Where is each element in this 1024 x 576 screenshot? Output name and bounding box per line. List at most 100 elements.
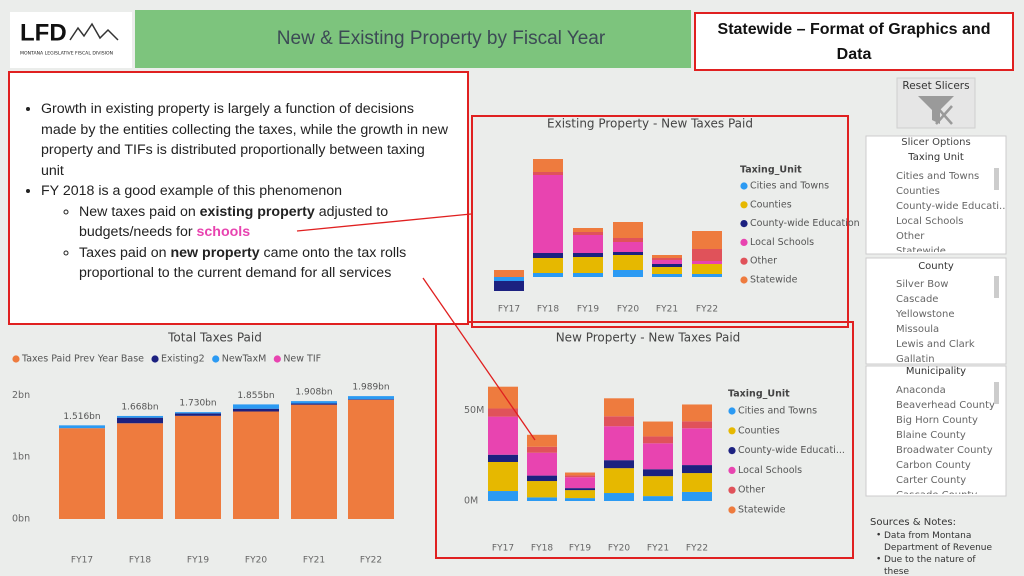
bar-segment — [604, 493, 634, 501]
scrollbar — [994, 168, 999, 190]
bullet: New taxes paid on existing property adju… — [79, 202, 449, 243]
bar-segment — [175, 412, 221, 414]
slicer-item: Statewide — [896, 246, 946, 257]
x-tick-label: FY17 — [498, 305, 520, 315]
legend-title: Taxing_Unit — [740, 165, 802, 176]
bar-segment — [604, 426, 634, 461]
slicer-items: Anaconda Beaverhead County Big Horn County… — [896, 385, 995, 494]
x-tick-label: FY22 — [696, 305, 718, 315]
bar-segment — [682, 473, 712, 492]
slicer-item: Silver Bow — [896, 279, 948, 290]
bar-segment — [488, 386, 518, 409]
bar-segment — [604, 468, 634, 494]
bar-segment — [573, 253, 603, 257]
chart-title: Existing Property - New Taxes Paid — [547, 117, 753, 131]
bar-segment — [348, 396, 394, 400]
bar-segment — [527, 497, 557, 501]
bullet-text: existing property — [199, 203, 315, 220]
legend-dot — [728, 447, 736, 455]
legend-label: NewTaxM — [222, 354, 267, 365]
slicer-item: County-wide Educati... — [896, 201, 1009, 212]
bar-segment — [604, 460, 634, 469]
bar-segment — [652, 260, 682, 264]
bar-segment — [604, 398, 634, 417]
bar-segment — [488, 491, 518, 501]
bar-segment — [488, 454, 518, 462]
x-tick-label: FY18 — [531, 544, 553, 554]
bar-segment — [613, 238, 643, 242]
bar-segment — [565, 490, 595, 499]
bar-segment — [682, 428, 712, 466]
source-item: Data from Montana Department of Revenue — [884, 531, 993, 553]
bar-segment — [643, 421, 673, 437]
bar-segment — [527, 446, 557, 453]
legend-dot — [740, 276, 748, 284]
y-tick-label: 0M — [464, 496, 478, 507]
scrollbar — [994, 382, 999, 404]
slicer-box — [865, 365, 1007, 497]
source-bullet: • — [876, 531, 881, 541]
bar-segment — [175, 415, 221, 519]
legend-dot — [728, 407, 736, 415]
legend-label: Other — [750, 256, 777, 267]
bar-segment — [652, 267, 682, 274]
logo-subtitle: MONTANA LEGISLATIVE FISCAL DIVISION — [20, 51, 113, 57]
slicer-item: Anaconda — [896, 385, 946, 396]
x-tick-label: FY19 — [569, 544, 591, 554]
y-tick-label: 1bn — [12, 452, 30, 463]
highlight-box — [471, 115, 849, 328]
x-tick-label: FY22 — [686, 544, 708, 554]
bar-segment — [233, 411, 279, 519]
chart-title: Total Taxes Paid — [167, 331, 262, 345]
bar-segment — [652, 255, 682, 258]
bar-segment — [527, 452, 557, 476]
bullet-text: Growth in existing property is largely a… — [41, 101, 448, 179]
legend-label: Cities and Towns — [750, 181, 829, 192]
x-tick-label: FY17 — [492, 544, 514, 554]
logo-box — [10, 12, 132, 68]
total-label: 1.989bn — [352, 383, 389, 393]
bar-segment — [533, 253, 563, 258]
legend-dot — [12, 355, 20, 363]
slicer-item: Beaverhead County — [896, 400, 995, 411]
bar-segment — [233, 404, 279, 409]
y-tick-label: 2bn — [12, 390, 30, 401]
bar-segment — [573, 228, 603, 232]
legend-label: Taxes Paid Prev Year Base — [21, 354, 144, 365]
legend-dot — [740, 220, 748, 228]
bullet: FY 2018 is a good example of this phenom… — [41, 181, 449, 202]
slicer-item: Broadwater County — [896, 445, 993, 456]
legend-label: Existing2 — [161, 354, 205, 365]
bar-segment — [652, 264, 682, 267]
total-label: 1.730bn — [179, 399, 216, 409]
x-tick-label: FY19 — [187, 556, 209, 566]
bar-segment — [692, 231, 722, 249]
slicer-item: Lewis and Clark — [896, 339, 975, 350]
bar-segment — [117, 417, 163, 424]
bar-segment — [488, 416, 518, 455]
slicer-box — [865, 257, 1007, 365]
legend-label: Statewide — [750, 275, 798, 286]
legend-dot — [740, 257, 748, 265]
x-tick-label: FY17 — [71, 556, 93, 566]
source-bullet: • — [876, 555, 881, 565]
reset-label[interactable]: Reset Slicers — [902, 80, 969, 92]
legend-label: Local Schools — [750, 237, 814, 248]
bar-segment — [643, 476, 673, 497]
bullet-text: came onto the tax rolls proportional to … — [79, 244, 407, 282]
bar-segment — [643, 496, 673, 501]
legend-label: County-wide Educati... — [738, 445, 845, 456]
callout: Statewide – Format of Graphics and Data — [694, 12, 1014, 71]
bar-segment — [613, 255, 643, 270]
scrollbar — [994, 276, 999, 298]
page-title: New & Existing Property by Fiscal Year — [277, 28, 606, 49]
bar-segment — [527, 481, 557, 498]
source-item: Due to the nature of these — [884, 555, 976, 576]
bar-segment — [175, 413, 221, 416]
bar-segment — [59, 428, 105, 519]
slicer-item: Cities and Towns — [896, 171, 979, 182]
bar-segment — [613, 270, 643, 277]
legend-dot — [740, 182, 748, 190]
bar-segment — [348, 399, 394, 400]
